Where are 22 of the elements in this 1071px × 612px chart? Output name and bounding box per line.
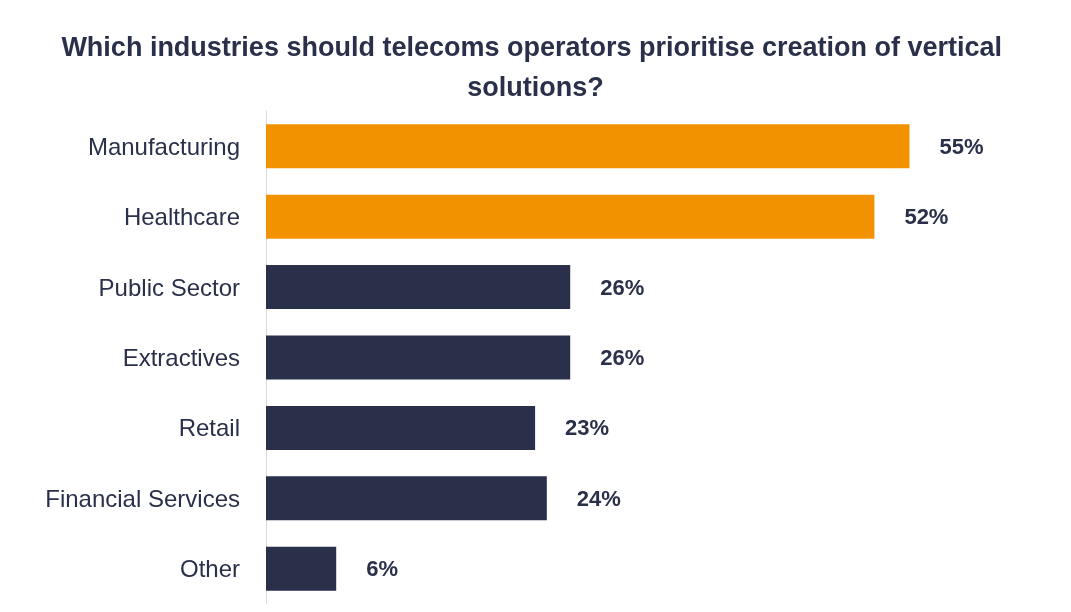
bar <box>266 476 547 521</box>
y-tick-label: Financial Services <box>45 484 240 512</box>
y-tick-label: Extractives <box>122 344 240 371</box>
y-tick-label: Other <box>179 555 240 583</box>
data-label: 55% <box>939 133 984 159</box>
data-label: 26% <box>600 274 645 300</box>
bar <box>266 124 910 169</box>
y-tick-label: Public Sector <box>98 273 240 301</box>
bar <box>266 405 536 450</box>
chart-title: Which industries should telecoms operators prioritise creation of vertical solutions? <box>61 32 1010 102</box>
y-tick-label: Retail <box>178 414 240 442</box>
data-label: 23% <box>565 415 610 441</box>
y-tick-label: Manufacturing <box>87 132 240 160</box>
bar <box>266 265 571 310</box>
data-label: 24% <box>576 485 621 511</box>
y-tick-label: Healthcare <box>123 203 240 231</box>
bar <box>266 546 337 591</box>
data-label: 26% <box>600 345 645 370</box>
bar <box>266 335 571 380</box>
data-label: 52% <box>904 204 949 230</box>
bar <box>266 194 875 239</box>
data-label: 6% <box>366 556 398 582</box>
